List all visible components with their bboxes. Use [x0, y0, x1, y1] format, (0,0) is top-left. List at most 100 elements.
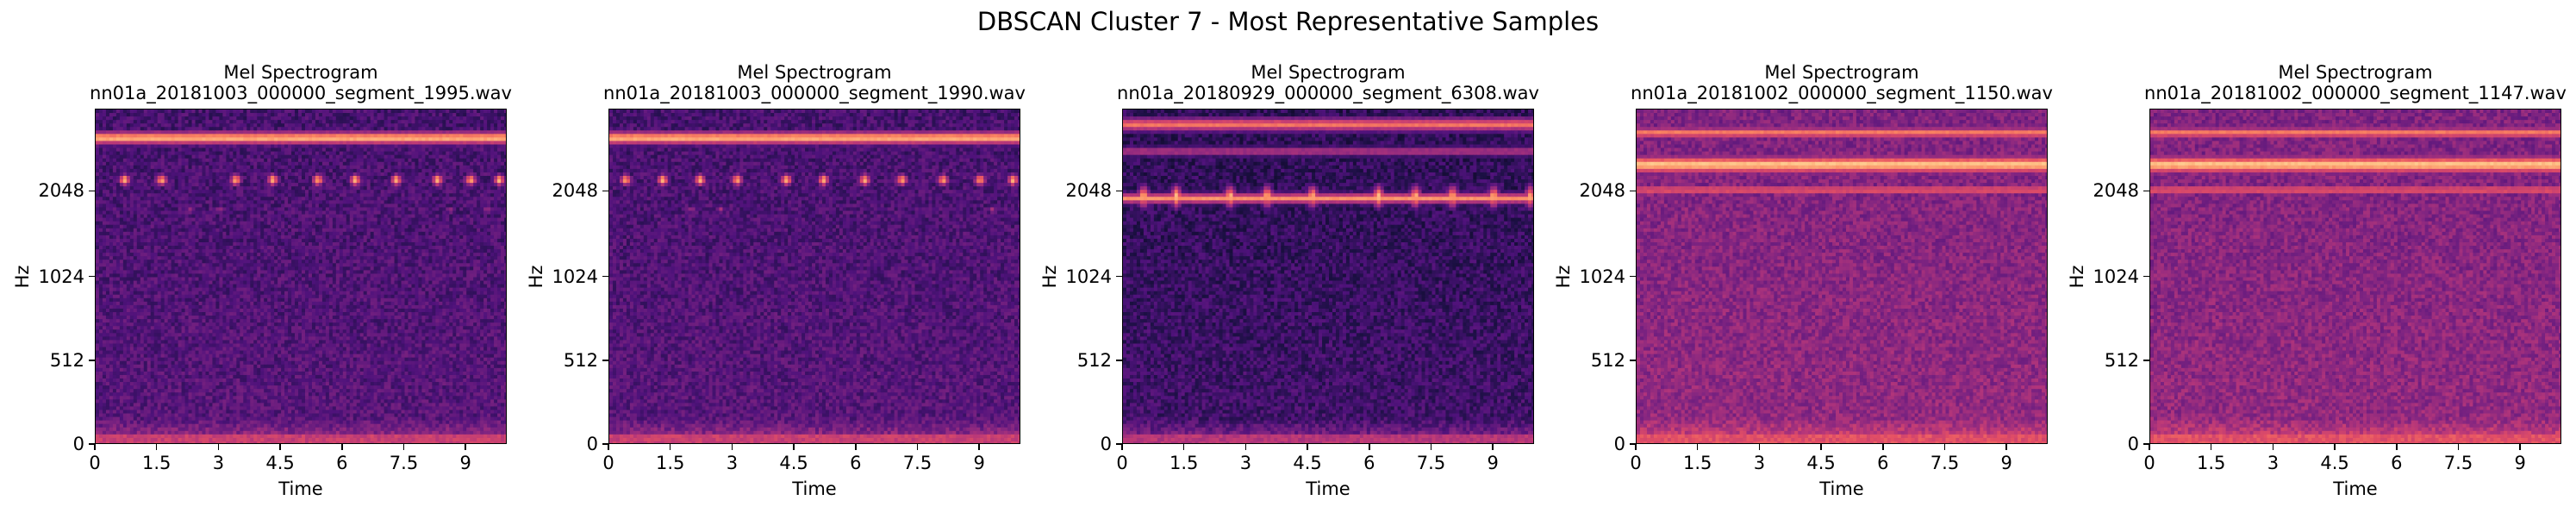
x-tick-mark	[855, 444, 857, 450]
x-tick-label: 3	[1228, 453, 1263, 473]
y-tick-mark	[89, 443, 95, 445]
x-tick-mark	[2457, 444, 2460, 450]
x-tick-mark	[155, 444, 158, 450]
x-axis-label: Time	[2312, 479, 2398, 499]
panel-filename: nn01a_20180929_000000_segment_6308.wav	[1088, 83, 1569, 103]
x-axis-label: Time	[771, 479, 858, 499]
x-tick-label: 6	[2380, 453, 2414, 473]
x-tick-label: 6	[1866, 453, 1900, 473]
spectrogram-panel-4: Mel Spectrogram nn01a_20181002_000000_seg…	[1541, 0, 2058, 513]
x-tick-mark	[279, 444, 281, 450]
y-tick-label: 0	[33, 434, 84, 454]
panel-title: Mel Spectrogram	[2149, 62, 2561, 83]
x-tick-label: 6	[839, 453, 873, 473]
y-tick-mark	[1630, 360, 1636, 361]
y-tick-mark	[2143, 190, 2149, 192]
y-tick-mark	[89, 275, 95, 278]
y-tick-mark	[602, 360, 608, 361]
panel-filename: nn01a_20181003_000000_segment_1995.wav	[60, 83, 541, 103]
x-tick-mark	[731, 444, 733, 450]
figure-title: DBSCAN Cluster 7 - Most Representative S…	[0, 7, 2576, 36]
x-tick-mark	[793, 444, 795, 450]
x-tick-mark	[1820, 444, 1822, 450]
y-tick-label: 2048	[1574, 180, 1625, 201]
y-tick-label: 2048	[1060, 180, 1112, 201]
x-tick-mark	[916, 444, 919, 450]
x-tick-label: 0	[2132, 453, 2167, 473]
x-tick-label: 1.5	[1681, 453, 1715, 473]
x-tick-mark	[1943, 444, 1946, 450]
x-tick-mark	[1430, 444, 1432, 450]
y-tick-mark	[602, 275, 608, 278]
x-tick-mark	[1696, 444, 1699, 450]
x-tick-label: 0	[1619, 453, 1653, 473]
spectrogram-heatmap	[609, 109, 1020, 443]
x-tick-mark	[2334, 444, 2336, 450]
y-tick-mark	[1116, 190, 1122, 192]
y-tick-label: 512	[2087, 350, 2139, 371]
x-tick-label: 0	[591, 453, 626, 473]
y-axis-label: Hz	[2067, 260, 2087, 294]
x-tick-mark	[2272, 444, 2274, 450]
x-tick-label: 7.5	[2442, 453, 2476, 473]
x-tick-label: 7.5	[901, 453, 935, 473]
x-tick-label: 9	[2503, 453, 2537, 473]
y-tick-mark	[1116, 275, 1122, 278]
y-tick-label: 512	[33, 350, 84, 371]
x-tick-mark	[1182, 444, 1185, 450]
x-tick-mark	[608, 444, 609, 450]
y-tick-label: 512	[1060, 350, 1112, 371]
x-tick-label: 4.5	[777, 453, 811, 473]
spectrogram-panel-1: Mel Spectrogram nn01a_20181003_000000_seg…	[0, 0, 517, 513]
y-tick-label: 2048	[2087, 180, 2139, 201]
x-tick-label: 3	[1742, 453, 1776, 473]
y-tick-mark	[1630, 190, 1636, 192]
x-tick-mark	[1307, 444, 1308, 450]
panel-title: Mel Spectrogram	[1636, 62, 2048, 83]
x-tick-label: 4.5	[1804, 453, 1838, 473]
x-axis-label: Time	[258, 479, 344, 499]
x-tick-mark	[2149, 444, 2150, 450]
x-tick-mark	[1492, 444, 1494, 450]
x-tick-mark	[341, 444, 343, 450]
x-tick-label: 9	[1989, 453, 2024, 473]
y-axis-label: Hz	[526, 260, 546, 294]
x-tick-mark	[1121, 444, 1123, 450]
panel-filename: nn01a_20181002_000000_segment_1147.wav	[2115, 83, 2576, 103]
y-axis-label: Hz	[12, 260, 33, 294]
spectrogram-heatmap	[1637, 109, 2047, 443]
y-tick-label: 0	[2087, 434, 2139, 454]
x-tick-label: 1.5	[2194, 453, 2229, 473]
x-tick-mark	[669, 444, 671, 450]
x-tick-label: 9	[1475, 453, 1510, 473]
y-tick-label: 1024	[33, 266, 84, 287]
x-tick-mark	[2005, 444, 2007, 450]
x-tick-mark	[1635, 444, 1637, 450]
y-tick-mark	[1630, 275, 1636, 278]
x-tick-label: 4.5	[2317, 453, 2352, 473]
panel-filename: nn01a_20181002_000000_segment_1150.wav	[1601, 83, 2082, 103]
x-tick-label: 3	[2255, 453, 2290, 473]
y-tick-mark	[89, 360, 95, 361]
x-axis-label: Time	[1285, 479, 1371, 499]
x-tick-label: 1.5	[140, 453, 174, 473]
panel-filename: nn01a_20181003_000000_segment_1990.wav	[574, 83, 1055, 103]
y-tick-mark	[1116, 443, 1122, 445]
panel-title: Mel Spectrogram	[608, 62, 1020, 83]
x-tick-label: 4.5	[1290, 453, 1325, 473]
y-tick-label: 0	[546, 434, 598, 454]
panel-title: Mel Spectrogram	[1122, 62, 1534, 83]
x-tick-mark	[2210, 444, 2212, 450]
spectrogram-image	[95, 109, 507, 444]
x-tick-label: 7.5	[387, 453, 421, 473]
spectrogram-heatmap	[1123, 109, 1533, 443]
x-tick-label: 3	[201, 453, 235, 473]
x-tick-mark	[1369, 444, 1370, 450]
y-tick-mark	[1116, 360, 1122, 361]
spectrogram-image	[1122, 109, 1534, 444]
spectrogram-heatmap	[2150, 109, 2560, 443]
x-tick-label: 1.5	[1167, 453, 1201, 473]
x-tick-mark	[2519, 444, 2521, 450]
x-tick-label: 9	[448, 453, 483, 473]
y-tick-label: 1024	[546, 266, 598, 287]
